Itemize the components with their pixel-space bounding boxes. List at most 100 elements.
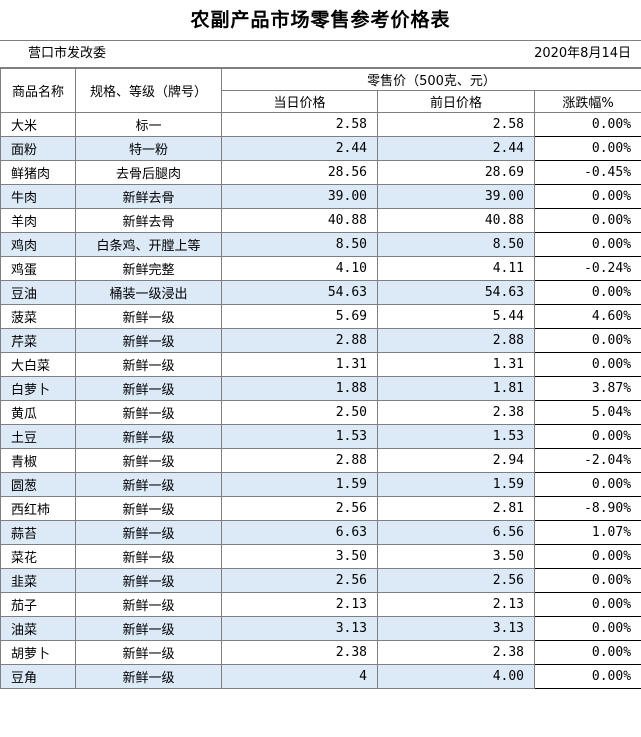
- spec-cell: 白条鸡、开膛上等: [75, 232, 222, 257]
- today-price-cell: 6.63: [221, 520, 378, 545]
- previous-price-cell: 40.88: [377, 208, 535, 233]
- table-row: 白萝卜 新鲜一级 1.88 1.81 3.87%: [0, 376, 641, 401]
- today-price-cell: 1.88: [221, 376, 378, 401]
- previous-price-cell: 2.94: [377, 448, 535, 473]
- product-name-cell: 菠菜: [0, 304, 76, 329]
- table-row: 圆葱 新鲜一级 1.59 1.59 0.00%: [0, 472, 641, 497]
- product-name-cell: 大米: [0, 112, 76, 137]
- product-name-cell: 芹菜: [0, 328, 76, 353]
- table-row: 土豆 新鲜一级 1.53 1.53 0.00%: [0, 424, 641, 449]
- header-retail-price-group: 零售价（500克、元）: [220, 68, 641, 91]
- today-price-cell: 1.59: [221, 472, 378, 497]
- spec-cell: 新鲜一级: [75, 496, 222, 521]
- change-percent-cell: 0.00%: [533, 544, 641, 569]
- previous-price-cell: 28.69: [377, 160, 535, 185]
- table-row: 蒜苔 新鲜一级 6.63 6.56 1.07%: [0, 520, 641, 545]
- table-row: 羊肉 新鲜去骨 40.88 40.88 0.00%: [0, 208, 641, 233]
- previous-price-cell: 2.88: [377, 328, 535, 353]
- table-row: 芹菜 新鲜一级 2.88 2.88 0.00%: [0, 328, 641, 353]
- spec-cell: 新鲜一级: [75, 568, 222, 593]
- spec-cell: 新鲜一级: [75, 592, 222, 617]
- price-table: 商品名称 规格、等级（牌号） 零售价（500克、元） 当日价格 前日价格 涨跌幅…: [0, 68, 641, 689]
- previous-price-cell: 3.13: [377, 616, 535, 641]
- header-spec-grade: 规格、等级（牌号）: [75, 68, 222, 113]
- change-percent-cell: -8.90%: [533, 496, 641, 521]
- product-name-cell: 油菜: [0, 616, 76, 641]
- previous-price-cell: 1.59: [377, 472, 535, 497]
- product-name-cell: 白萝卜: [0, 376, 76, 401]
- product-name-cell: 豆油: [0, 280, 76, 305]
- product-name-cell: 韭菜: [0, 568, 76, 593]
- table-row: 豆油 桶装一级浸出 54.63 54.63 0.00%: [0, 280, 641, 305]
- spec-cell: 新鲜一级: [75, 376, 222, 401]
- spec-cell: 新鲜一级: [75, 616, 222, 641]
- table-row: 鲜猪肉 去骨后腿肉 28.56 28.69 -0.45%: [0, 160, 641, 185]
- product-name-cell: 圆葱: [0, 472, 76, 497]
- product-name-cell: 鲜猪肉: [0, 160, 76, 185]
- product-name-cell: 胡萝卜: [0, 640, 76, 665]
- change-percent-cell: 3.87%: [533, 376, 641, 401]
- table-row: 韭菜 新鲜一级 2.56 2.56 0.00%: [0, 568, 641, 593]
- previous-price-cell: 4.11: [377, 256, 535, 281]
- sheet-title: 农副产品市场零售参考价格表: [0, 0, 641, 41]
- table-header: 商品名称 规格、等级（牌号） 零售价（500克、元） 当日价格 前日价格 涨跌幅…: [0, 68, 641, 113]
- previous-price-cell: 54.63: [377, 280, 535, 305]
- product-name-cell: 西红柿: [0, 496, 76, 521]
- change-percent-cell: 0.00%: [533, 424, 641, 449]
- previous-price-cell: 4.00: [377, 664, 535, 689]
- product-name-cell: 鸡肉: [0, 232, 76, 257]
- change-percent-cell: -0.45%: [533, 160, 641, 185]
- change-percent-cell: 4.60%: [533, 304, 641, 329]
- change-percent-cell: 1.07%: [533, 520, 641, 545]
- table-body: 大米 标一 2.58 2.58 0.00% 面粉 特一粉 2.44 2.44 0.00% 鲜猪肉 去骨…: [0, 112, 641, 689]
- product-name-cell: 青椒: [0, 448, 76, 473]
- spec-cell: 新鲜一级: [75, 400, 222, 425]
- spec-cell: 标一: [75, 112, 222, 137]
- spec-cell: 新鲜一级: [75, 472, 222, 497]
- today-price-cell: 3.13: [221, 616, 378, 641]
- previous-price-cell: 2.81: [377, 496, 535, 521]
- table-row: 菜花 新鲜一级 3.50 3.50 0.00%: [0, 544, 641, 569]
- today-price-cell: 2.50: [221, 400, 378, 425]
- product-name-cell: 牛肉: [0, 184, 76, 209]
- spec-cell: 去骨后腿肉: [75, 160, 222, 185]
- spec-cell: 新鲜一级: [75, 304, 222, 329]
- header-product-name: 商品名称: [0, 68, 76, 113]
- previous-price-cell: 1.31: [377, 352, 535, 377]
- today-price-cell: 2.44: [221, 136, 378, 161]
- today-price-cell: 1.53: [221, 424, 378, 449]
- previous-price-cell: 2.56: [377, 568, 535, 593]
- header-row-top: 商品名称 规格、等级（牌号） 零售价（500克、元）: [0, 68, 641, 113]
- change-percent-cell: 0.00%: [533, 592, 641, 617]
- change-percent-cell: 0.00%: [533, 472, 641, 497]
- today-price-cell: 8.50: [221, 232, 378, 257]
- change-percent-cell: 5.04%: [533, 400, 641, 425]
- change-percent-cell: 0.00%: [533, 112, 641, 137]
- spec-cell: 新鲜一级: [75, 448, 222, 473]
- spec-cell: 新鲜一级: [75, 424, 222, 449]
- today-price-cell: 40.88: [221, 208, 378, 233]
- previous-price-cell: 1.81: [377, 376, 535, 401]
- spec-cell: 新鲜去骨: [75, 208, 222, 233]
- spec-cell: 新鲜一级: [75, 352, 222, 377]
- spec-cell: 新鲜完整: [75, 256, 222, 281]
- product-name-cell: 茄子: [0, 592, 76, 617]
- spec-cell: 新鲜一级: [75, 664, 222, 689]
- product-name-cell: 蒜苔: [0, 520, 76, 545]
- table-row: 黄瓜 新鲜一级 2.50 2.38 5.04%: [0, 400, 641, 425]
- product-name-cell: 豆角: [0, 664, 76, 689]
- previous-price-cell: 5.44: [377, 304, 535, 329]
- product-name-cell: 羊肉: [0, 208, 76, 233]
- today-price-cell: 2.58: [221, 112, 378, 137]
- today-price-cell: 2.38: [221, 640, 378, 665]
- change-percent-cell: 0.00%: [533, 352, 641, 377]
- table-row: 青椒 新鲜一级 2.88 2.94 -2.04%: [0, 448, 641, 473]
- table-row: 鸡肉 白条鸡、开膛上等 8.50 8.50 0.00%: [0, 232, 641, 257]
- spec-cell: 新鲜一级: [75, 520, 222, 545]
- table-row: 菠菜 新鲜一级 5.69 5.44 4.60%: [0, 304, 641, 329]
- previous-price-cell: 3.50: [377, 544, 535, 569]
- today-price-cell: 1.31: [221, 352, 378, 377]
- today-price-cell: 4.10: [221, 256, 378, 281]
- change-percent-cell: 0.00%: [533, 568, 641, 593]
- table-row: 大白菜 新鲜一级 1.31 1.31 0.00%: [0, 352, 641, 377]
